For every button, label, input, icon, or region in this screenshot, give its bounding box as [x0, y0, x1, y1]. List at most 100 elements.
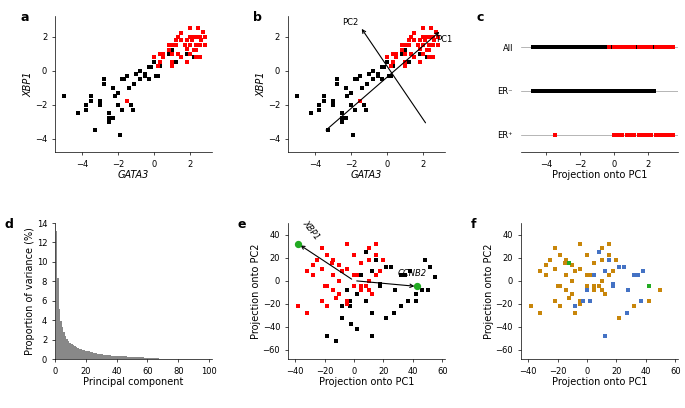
Point — [98, 81, 109, 88]
Point — [355, 73, 366, 79]
Point — [313, 102, 324, 108]
Point — [643, 88, 653, 94]
Bar — [90, 352, 91, 359]
Point — [575, 88, 586, 94]
Point — [390, 287, 401, 293]
Point — [386, 62, 397, 69]
Point — [328, 287, 339, 293]
Point — [198, 29, 209, 35]
Bar — [156, 358, 158, 359]
Point — [366, 333, 377, 339]
Point — [397, 42, 408, 49]
Bar — [123, 356, 125, 359]
Point — [384, 73, 395, 79]
Point — [561, 287, 572, 293]
Point — [607, 44, 618, 50]
Point — [346, 90, 357, 96]
Bar — [132, 357, 133, 359]
Point — [363, 257, 374, 263]
Point — [375, 268, 386, 275]
Bar — [92, 353, 94, 359]
Bar — [63, 332, 65, 359]
Bar — [91, 352, 92, 359]
Point — [409, 54, 420, 60]
Point — [371, 252, 382, 259]
Point — [397, 47, 408, 53]
Point — [308, 272, 319, 278]
Point — [425, 264, 436, 270]
Point — [341, 266, 352, 273]
Point — [564, 44, 575, 50]
Point — [347, 132, 358, 139]
Point — [349, 272, 360, 278]
Text: c: c — [477, 11, 484, 24]
Point — [395, 272, 406, 278]
Point — [603, 241, 614, 247]
Point — [351, 272, 362, 278]
Point — [596, 287, 607, 293]
Point — [418, 25, 429, 31]
Point — [363, 287, 374, 293]
Point — [337, 303, 348, 309]
Point — [400, 59, 411, 66]
X-axis label: GATA3: GATA3 — [118, 171, 149, 180]
Point — [582, 287, 593, 293]
Point — [421, 47, 432, 53]
Bar — [74, 346, 75, 359]
Point — [588, 44, 599, 50]
Point — [634, 44, 645, 50]
Point — [194, 33, 205, 40]
Point — [367, 76, 378, 82]
Point — [391, 54, 402, 60]
Bar — [75, 347, 77, 359]
Point — [364, 71, 375, 78]
Point — [336, 118, 347, 125]
Point — [593, 44, 604, 50]
Bar — [59, 310, 60, 359]
Point — [349, 283, 360, 290]
Point — [185, 42, 196, 49]
Point — [341, 300, 352, 307]
Point — [176, 54, 187, 60]
Point — [182, 37, 192, 43]
Point — [584, 298, 595, 305]
Point — [103, 115, 114, 122]
Point — [410, 298, 421, 305]
Point — [605, 44, 616, 50]
Point — [555, 283, 566, 290]
Point — [406, 33, 416, 40]
Bar — [111, 355, 112, 359]
Point — [140, 71, 151, 78]
Point — [647, 44, 658, 50]
Point — [543, 44, 553, 50]
Point — [649, 88, 660, 94]
Point — [643, 298, 654, 305]
Bar — [94, 353, 96, 359]
Point — [400, 47, 411, 53]
Point — [403, 37, 414, 43]
Point — [163, 51, 174, 57]
Point — [596, 277, 607, 284]
Point — [561, 272, 572, 278]
Point — [129, 81, 140, 88]
Point — [373, 71, 384, 78]
Point — [337, 314, 348, 321]
Point — [404, 268, 415, 275]
Bar — [99, 354, 100, 359]
Point — [366, 310, 377, 316]
Point — [532, 44, 543, 50]
Point — [589, 283, 600, 290]
Point — [358, 102, 369, 108]
Point — [322, 283, 333, 290]
Point — [356, 287, 366, 293]
Point — [633, 272, 644, 278]
Point — [595, 88, 606, 94]
Point — [58, 93, 69, 100]
Point — [608, 281, 619, 287]
Bar — [88, 351, 90, 359]
Point — [627, 44, 638, 50]
Bar — [142, 357, 144, 359]
Point — [603, 272, 614, 278]
Point — [619, 264, 630, 270]
Bar — [55, 231, 57, 359]
